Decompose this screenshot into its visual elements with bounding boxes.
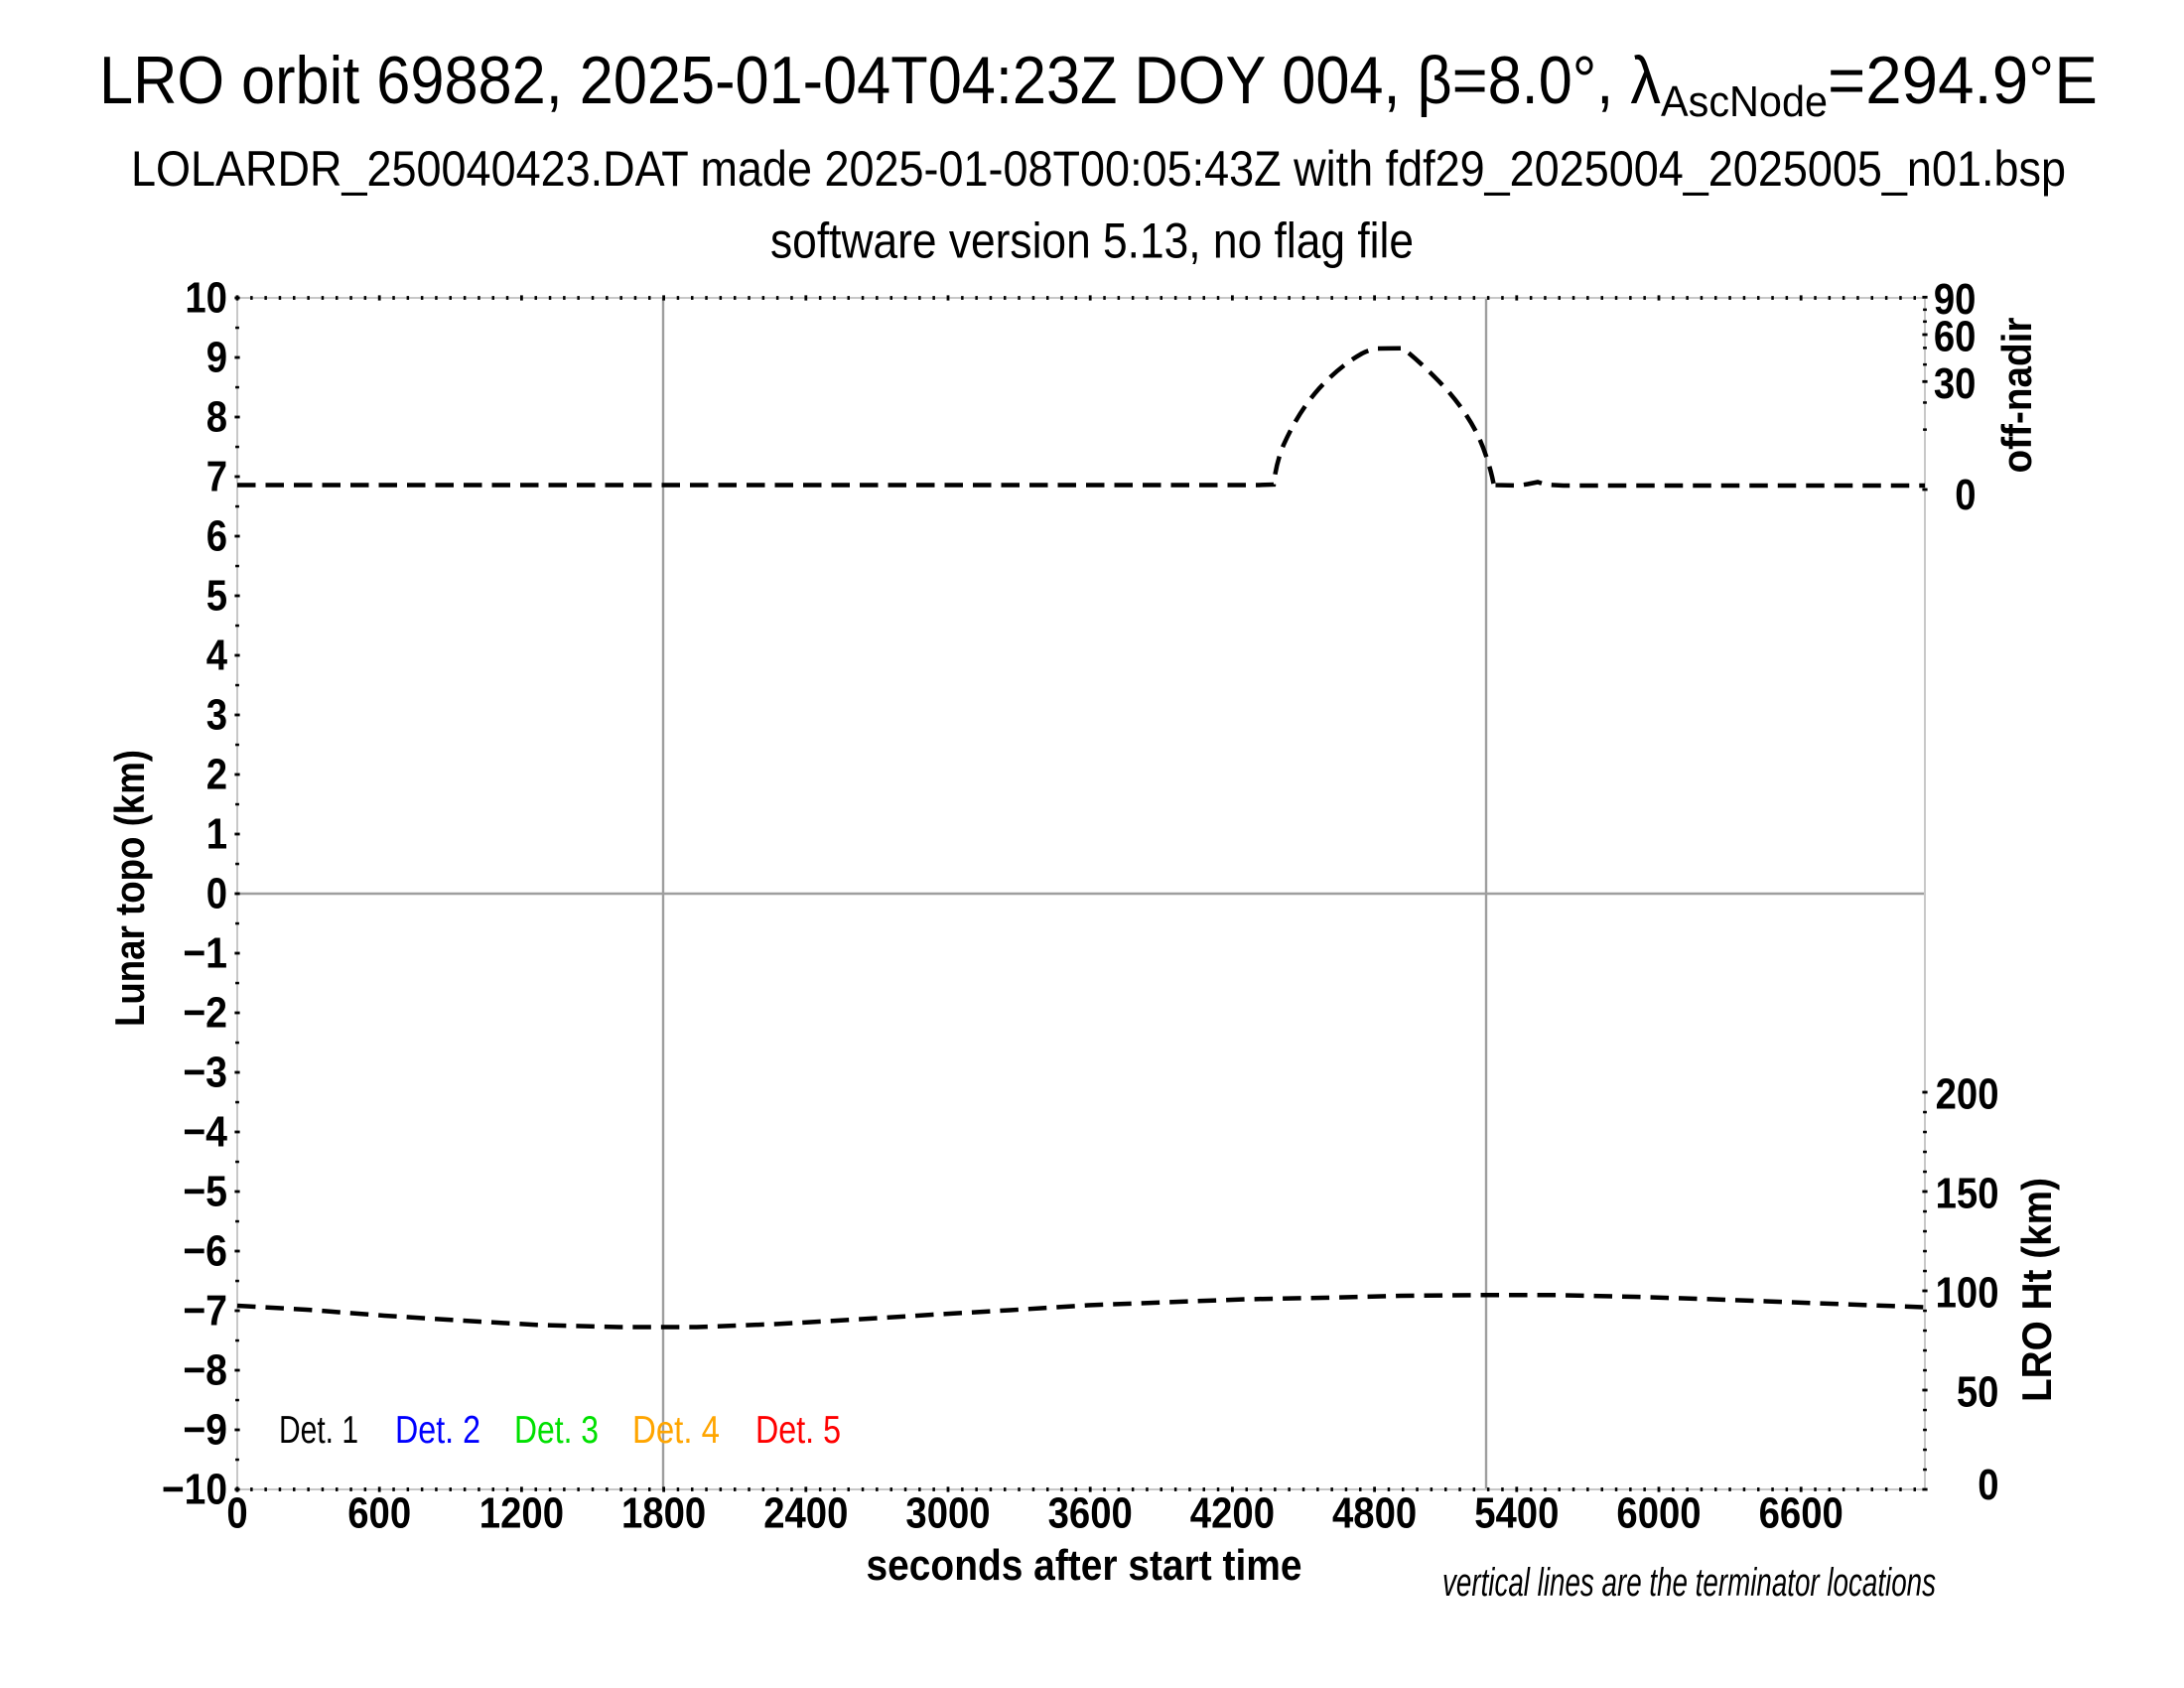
svg-text:5400: 5400	[1474, 1489, 1559, 1538]
svg-text:1200: 1200	[479, 1489, 564, 1538]
svg-text:10: 10	[185, 274, 227, 323]
svg-text:seconds after start time: seconds after start time	[867, 1541, 1302, 1590]
svg-text:600: 600	[347, 1489, 411, 1538]
svg-text:5: 5	[206, 572, 227, 621]
svg-text:−3: −3	[183, 1049, 227, 1097]
svg-text:−5: −5	[183, 1168, 227, 1216]
svg-text:30: 30	[1934, 359, 1977, 408]
svg-text:6600: 6600	[1759, 1489, 1843, 1538]
svg-text:3: 3	[206, 691, 227, 740]
svg-text:8: 8	[206, 393, 227, 442]
svg-text:−4: −4	[183, 1108, 227, 1157]
svg-text:1800: 1800	[621, 1489, 706, 1538]
svg-text:9: 9	[206, 334, 227, 382]
svg-text:2: 2	[206, 751, 227, 799]
svg-text:0: 0	[1978, 1461, 1998, 1509]
svg-text:Det. 5: Det. 5	[755, 1409, 841, 1452]
svg-text:200: 200	[1936, 1070, 1999, 1119]
svg-text:LRO Ht (km): LRO Ht (km)	[2013, 1178, 2060, 1402]
svg-text:−10: −10	[162, 1466, 227, 1514]
svg-text:Det. 2: Det. 2	[395, 1409, 480, 1452]
svg-text:=294.9°E: =294.9°E	[1828, 43, 2098, 118]
svg-text:4: 4	[206, 632, 228, 680]
svg-text:6000: 6000	[1616, 1489, 1701, 1538]
svg-text:Det. 3: Det. 3	[514, 1409, 599, 1452]
svg-text:−7: −7	[183, 1287, 227, 1336]
svg-text:Det. 4: Det. 4	[632, 1409, 720, 1452]
svg-text:0: 0	[1955, 471, 1976, 519]
svg-text:software version 5.13, no flag: software version 5.13, no flag file	[770, 213, 1414, 269]
svg-text:Lunar topo (km): Lunar topo (km)	[106, 750, 153, 1027]
svg-text:vertical lines are the termina: vertical lines are the terminator locati…	[1442, 1561, 1936, 1605]
svg-text:LRO orbit 69882, 2025-01-04T04: LRO orbit 69882, 2025-01-04T04:23Z DOY 0…	[99, 43, 1661, 118]
svg-text:2400: 2400	[763, 1489, 848, 1538]
svg-text:0: 0	[206, 870, 227, 918]
svg-text:−9: −9	[183, 1406, 227, 1455]
svg-text:Det. 1: Det. 1	[279, 1409, 358, 1452]
svg-text:60: 60	[1934, 313, 1977, 361]
svg-text:50: 50	[1957, 1368, 1999, 1417]
svg-text:90: 90	[1934, 275, 1977, 324]
svg-text:AscNode: AscNode	[1661, 77, 1828, 126]
svg-text:−8: −8	[183, 1346, 227, 1395]
svg-text:LOLARDR_250040423.DAT made 202: LOLARDR_250040423.DAT made 2025-01-08T00…	[131, 141, 2066, 197]
svg-text:0: 0	[226, 1489, 247, 1538]
svg-text:−1: −1	[183, 929, 227, 978]
svg-text:−6: −6	[183, 1227, 227, 1276]
svg-text:6: 6	[206, 512, 227, 561]
svg-text:4800: 4800	[1332, 1489, 1417, 1538]
svg-text:3600: 3600	[1048, 1489, 1133, 1538]
svg-text:off-nadir: off-nadir	[1993, 318, 2040, 474]
svg-text:−2: −2	[183, 989, 227, 1038]
svg-text:7: 7	[206, 453, 227, 501]
svg-text:150: 150	[1936, 1170, 1999, 1218]
svg-text:3000: 3000	[905, 1489, 990, 1538]
svg-text:1: 1	[206, 810, 227, 859]
svg-text:4200: 4200	[1190, 1489, 1275, 1538]
svg-text:100: 100	[1936, 1269, 1999, 1318]
